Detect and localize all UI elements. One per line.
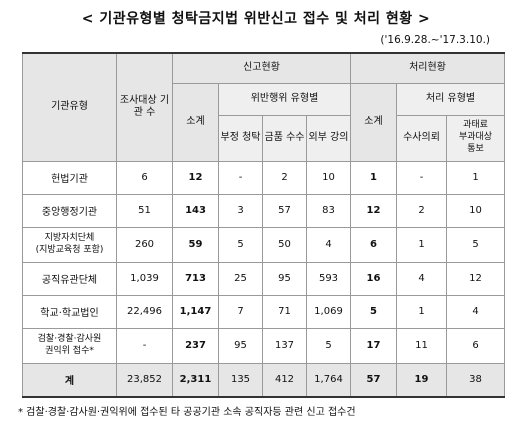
header-outside-lecture: 외부 강의 [306,114,351,162]
row-lecture: 83 [306,193,351,228]
header-report-status: 신고현황 [172,52,351,84]
row-proc: 17 [350,327,397,364]
row-proc: 1 [350,160,397,195]
table-row: 공직유관단체 1,039 713 25 95 593 16 4 12 [22,261,506,296]
row-subtotal: 1,147 [172,294,219,329]
total-subtotal: 2,311 [172,362,219,398]
header-org-type: 기관유형 [22,52,117,162]
row-invest: 1 [396,294,447,329]
header-improper-solicitation: 부정 청탁 [218,114,263,162]
header-processing-subtotal: 소계 [350,82,397,162]
row-name: 지방자치단체 (지방교육청 포함) [22,226,117,263]
row-transfer: 12 [445,261,506,296]
row-orgs: - [116,327,173,364]
row-invest: 4 [396,261,447,296]
table-row: 학교·학교법인 22,496 1,147 7 71 1,069 5 1 4 [22,294,506,329]
row-proc: 16 [350,261,397,296]
row-invest: 2 [396,193,447,228]
header-processing-status: 처리현황 [349,52,506,84]
table-row: 헌법기관 6 12 - 2 10 1 - 1 [22,160,506,195]
row-money: 2 [262,160,307,195]
row-invest: - [396,160,447,195]
row-lecture: 1,069 [306,294,351,329]
row-lecture: 10 [306,160,351,195]
row-proc: 6 [350,226,397,263]
row-solicit: 25 [218,261,263,296]
header-investigation-agency: 수사의뢰 [396,114,447,162]
row-name: 헌법기관 [22,160,117,195]
row-subtotal: 237 [172,327,219,364]
total-name: 계 [22,362,117,398]
row-subtotal: 59 [172,226,219,263]
row-orgs: 51 [116,193,173,228]
table-row: 지방자치단체 (지방교육청 포함) 260 59 5 50 4 6 1 5 [22,226,506,263]
row-invest: 1 [396,226,447,263]
row-lecture: 4 [306,226,351,263]
row-solicit: 3 [218,193,263,228]
row-transfer: 1 [445,160,506,195]
report-table: 기관유형 조사대상 기관 수 신고현황 처리현황 소계 위반행위 유형별 소계 … [22,52,506,398]
total-lecture: 1,764 [306,362,351,398]
period-label: ('16.9.28.~'17.3.10.) [380,34,490,46]
header-processing-types: 처리 유형별 [395,82,506,116]
page-title: < 기관유형별 청탁금지법 위반신고 접수 및 처리 현황 > [81,11,431,27]
header-money-gifts: 금품 수수 [262,114,307,162]
row-invest: 11 [396,327,447,364]
row-proc: 12 [350,193,397,228]
row-orgs: 6 [116,160,173,195]
header-org-count: 조사대상 기관 수 [116,52,173,162]
header-violation-types: 위반행위 유형별 [218,82,351,116]
header-transfer: 과태료 부과대상 통보 [445,114,506,162]
row-subtotal: 143 [172,193,219,228]
row-orgs: 260 [116,226,173,263]
row-solicit: 7 [218,294,263,329]
row-money: 95 [262,261,307,296]
total-invest: 19 [396,362,447,398]
row-money: 71 [262,294,307,329]
row-orgs: 22,496 [116,294,173,329]
total-solicit: 135 [218,362,263,398]
row-transfer: 10 [445,193,506,228]
table-row: 중앙행정기관 51 143 3 57 83 12 2 10 [22,193,506,228]
total-row: 계 23,852 2,311 135 412 1,764 57 19 38 [22,362,506,398]
row-money: 137 [262,327,307,364]
footnote: * 검찰·경찰·감사원·권익위에 접수된 타 공공기관 소속 공직자등 관련 신… [18,407,356,418]
row-lecture: 5 [306,327,351,364]
row-subtotal: 12 [172,160,219,195]
header-subtotal: 소계 [172,82,219,162]
row-name: 공직유관단체 [22,261,117,296]
row-money: 57 [262,193,307,228]
total-proc: 57 [350,362,397,398]
total-orgs: 23,852 [116,362,173,398]
row-solicit: 95 [218,327,263,364]
total-money: 412 [262,362,307,398]
row-transfer: 5 [445,226,506,263]
row-proc: 5 [350,294,397,329]
table-row: 검찰·경찰·감사원 권익위 접수* - 237 95 137 5 17 11 6 [22,327,506,364]
row-money: 50 [262,226,307,263]
row-solicit: - [218,160,263,195]
row-name: 학교·학교법인 [22,294,117,329]
row-orgs: 1,039 [116,261,173,296]
row-transfer: 6 [445,327,506,364]
total-transfer: 38 [445,362,506,398]
row-lecture: 593 [306,261,351,296]
row-solicit: 5 [218,226,263,263]
row-name: 검찰·경찰·감사원 권익위 접수* [22,327,117,364]
row-name: 중앙행정기관 [22,193,117,228]
row-subtotal: 713 [172,261,219,296]
row-transfer: 4 [445,294,506,329]
